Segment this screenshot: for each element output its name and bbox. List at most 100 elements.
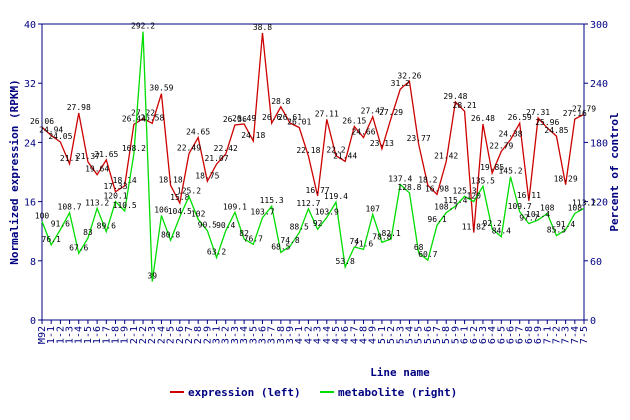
x-tick-label: 7-4	[570, 326, 581, 344]
value-label: 16.77	[306, 186, 330, 195]
value-label: 84.4	[492, 227, 511, 236]
value-label: 89.6	[97, 222, 116, 231]
value-label: 292.2	[131, 22, 155, 31]
x-tick-label: 1-1	[46, 326, 57, 344]
value-label: 137.4	[388, 174, 412, 183]
x-tick-label: 4-4	[322, 326, 333, 344]
value-label: 23.77	[407, 134, 431, 143]
value-label: 108.7	[58, 203, 82, 212]
y-tick-label: 24	[24, 138, 36, 149]
y2-tick-label: 0	[590, 316, 596, 327]
value-label: 135.5	[471, 176, 495, 185]
value-label: 24.65	[186, 128, 210, 137]
x-tick-label: 3-3	[230, 326, 241, 344]
value-label: 82	[239, 229, 249, 238]
y-tick-label: 8	[30, 257, 36, 268]
value-label: 26.44	[122, 114, 146, 123]
x-tick-label: 3-9	[285, 326, 296, 344]
x-tick-label: 6-3	[478, 326, 489, 344]
value-label: 125.2	[177, 186, 201, 195]
value-label: 18.29	[554, 175, 578, 184]
value-label: 22.2	[326, 146, 345, 155]
value-label: 27.11	[315, 109, 339, 118]
value-label: 30.59	[149, 84, 173, 93]
x-tick-label: 3-8	[276, 326, 287, 344]
value-label: 68.5	[271, 242, 290, 251]
x-tick-label: 4-3	[313, 326, 324, 344]
x-tick-label: 2-7	[184, 326, 195, 344]
x-tick-label: 5-3	[395, 326, 406, 344]
x-tick-label: 4-1	[294, 326, 305, 344]
x-tick-label: 1-9	[120, 326, 131, 344]
x-tick-label: 5-6	[423, 326, 434, 344]
value-label: 28.21	[453, 101, 477, 110]
value-label: 104.5	[168, 207, 192, 216]
value-label: 92.2	[483, 219, 502, 228]
value-label: 100	[35, 211, 50, 220]
value-label: 24.85	[544, 126, 568, 135]
value-label: 53.8	[336, 257, 355, 266]
value-label: 119.4	[324, 192, 348, 201]
x-tick-label: 7-1	[542, 326, 553, 344]
value-label: 88.5	[290, 223, 309, 232]
value-label: 29.48	[443, 92, 467, 101]
x-tick-label: 2-1	[129, 326, 140, 344]
value-label: 18.14	[113, 176, 137, 185]
series-line	[41, 31, 585, 282]
value-label: 21.37	[76, 152, 100, 161]
value-label: 108	[568, 203, 583, 212]
value-label: 19.85	[480, 163, 504, 172]
value-label: 82.1	[381, 229, 400, 238]
x-tick-label: 5-9	[450, 326, 461, 344]
y-tick-label: 0	[30, 316, 36, 327]
x-tick-label: 4-8	[359, 326, 370, 344]
x-tick-label: 7-5	[579, 326, 590, 344]
value-label: 102	[191, 209, 206, 218]
value-label: 108	[540, 203, 555, 212]
value-label: 108.7	[434, 203, 458, 212]
value-label: 25.96	[535, 118, 559, 127]
value-label: 21.07	[204, 154, 228, 163]
value-label: 26.58	[140, 113, 164, 122]
x-tick-label: 3-1	[212, 326, 223, 344]
x-tick-label: 6-7	[515, 326, 526, 344]
value-label: 24.18	[241, 131, 265, 140]
value-label: 26.15	[342, 116, 366, 125]
x-tick-label: 6-4	[487, 326, 498, 344]
x-tick-label: 6-5	[496, 326, 507, 344]
x-tick-label: 6-9	[533, 326, 544, 344]
x-tick-label: 5-1	[377, 326, 388, 344]
value-label: 92	[313, 219, 323, 228]
value-label: 22.79	[489, 141, 513, 150]
value-label: 26.6	[262, 113, 281, 122]
value-label: 19.64	[85, 165, 109, 174]
value-label: 18.2	[418, 175, 437, 184]
y2-tick-label: 120	[590, 198, 608, 209]
value-label: 22.42	[214, 144, 238, 153]
y2-axis-label: Percent of control	[608, 112, 621, 231]
value-label: 109.7	[508, 202, 532, 211]
x-tick-label: M92	[37, 326, 48, 344]
value-label: 21.44	[333, 151, 357, 160]
value-label: 24.94	[39, 125, 63, 134]
x-tick-label: 3-6	[257, 326, 268, 344]
y-tick-label: 40	[24, 20, 36, 31]
x-tick-label: 1-5	[83, 326, 94, 344]
value-label: 16.11	[517, 191, 541, 200]
legend-label: expression (left)	[188, 386, 301, 399]
value-label: 23.13	[370, 139, 394, 148]
value-label: 101.4	[526, 210, 550, 219]
x-tick-label: 6-8	[524, 326, 535, 344]
value-label: 38.8	[253, 23, 272, 32]
value-label: 67.6	[69, 243, 88, 252]
value-label: 63.2	[207, 248, 226, 257]
value-label: 103.9	[315, 207, 339, 216]
value-label: 106	[154, 205, 169, 214]
x-tick-label: 5-4	[404, 326, 415, 344]
x-tick-label: 4-5	[331, 326, 342, 344]
value-label: 26.06	[30, 117, 54, 126]
x-tick-label: 2-5	[166, 326, 177, 344]
value-label: 26.36	[223, 115, 247, 124]
value-label: 68	[414, 243, 424, 252]
